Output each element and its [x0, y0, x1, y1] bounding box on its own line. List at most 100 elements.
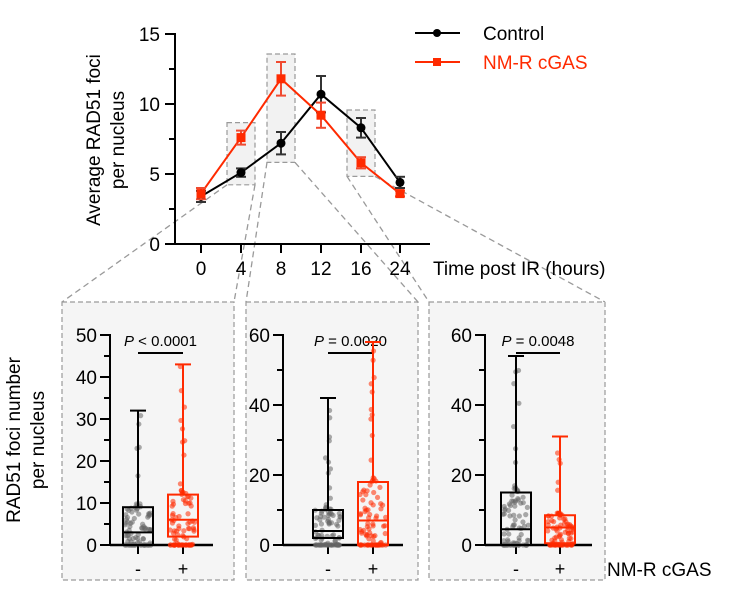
y-tick-label: 30 — [76, 410, 97, 431]
data-point — [185, 525, 192, 532]
y-tick-label: 0 — [259, 536, 270, 557]
y-tick-label: 20 — [451, 466, 472, 487]
y-tick-label: 15 — [139, 25, 160, 46]
data-point — [374, 494, 381, 501]
y-tick-label: 20 — [249, 466, 270, 487]
y-tick-label: 0 — [149, 235, 160, 256]
data-point — [276, 74, 286, 84]
data-point — [501, 538, 507, 544]
data-point — [170, 501, 177, 507]
top-x-label: Time post IR (hours) — [433, 259, 605, 280]
y-tick-label: 10 — [139, 95, 160, 116]
box-panel-4h: 0 10 20 30 40 50 - + P < 0.0001 — [61, 301, 235, 581]
data-point — [501, 503, 507, 510]
p-value-label: P = 0.0048 — [502, 333, 575, 350]
data-point — [318, 510, 325, 516]
data-point — [383, 514, 389, 520]
data-point — [515, 495, 521, 502]
data-point — [516, 513, 522, 519]
line-chart: 0 5 10 15 0 4 8 12 16 24 — [139, 25, 430, 280]
data-point — [138, 413, 144, 419]
data-point — [509, 492, 515, 498]
data-point — [377, 484, 383, 490]
data-point — [319, 542, 325, 548]
y-tick-label: 0 — [86, 536, 97, 557]
data-point — [314, 515, 320, 521]
data-point — [176, 513, 182, 520]
x-tick-label: 4 — [236, 259, 247, 280]
data-point — [512, 503, 518, 509]
box-panels: 0 10 20 30 40 50 - + P < 0.0001 0 20 40 60 - + P = 0.00… — [61, 301, 606, 581]
data-point — [370, 533, 377, 540]
data-point — [366, 536, 372, 542]
data-point — [332, 538, 338, 544]
data-point — [554, 528, 560, 534]
data-point — [322, 455, 329, 461]
data-point — [512, 517, 518, 523]
data-point — [313, 542, 319, 548]
data-point — [380, 502, 386, 508]
legend-marker-nmr — [433, 58, 441, 66]
data-point — [126, 535, 132, 542]
box-control — [500, 355, 532, 548]
y-tick-label: 20 — [76, 452, 97, 473]
data-point — [196, 189, 206, 199]
connector-line — [374, 175, 606, 303]
y-tick-label: 40 — [76, 368, 97, 389]
connector-line — [61, 184, 228, 303]
data-point — [362, 505, 368, 511]
y-tick-label: 50 — [76, 326, 97, 347]
data-point — [177, 481, 184, 487]
connector-line — [245, 162, 268, 303]
top-y-label-2: per nucleus — [108, 91, 129, 189]
data-point — [370, 538, 376, 544]
data-point — [359, 529, 365, 535]
box-y-label-1: RAD51 foci number — [4, 356, 25, 522]
data-point — [185, 511, 191, 517]
data-point — [518, 531, 524, 538]
data-point — [516, 400, 522, 406]
data-point — [128, 520, 134, 526]
data-point — [554, 450, 561, 456]
data-point — [336, 517, 342, 523]
box-y-label-2: per nucleus — [28, 391, 49, 489]
y-tick-label: 5 — [149, 165, 160, 186]
data-point — [141, 523, 147, 530]
data-point — [357, 511, 364, 517]
data-point — [146, 511, 152, 517]
x-tick-label: 0 — [196, 259, 207, 280]
data-point — [515, 367, 522, 374]
data-point — [327, 466, 334, 472]
data-point — [523, 512, 529, 518]
data-point — [171, 528, 178, 534]
legend-marker-control — [433, 29, 441, 37]
data-point — [502, 507, 508, 513]
data-point — [181, 528, 187, 534]
data-point — [190, 525, 197, 531]
data-point — [327, 495, 333, 501]
box-panel-16h: 0 20 40 60 - + P = 0.0048 — [428, 301, 606, 581]
x-tick-label: - — [513, 559, 519, 579]
data-point — [329, 542, 335, 548]
data-point — [130, 535, 136, 542]
x-tick-label: - — [135, 559, 141, 579]
data-point — [356, 158, 366, 168]
data-point — [552, 535, 558, 541]
data-point — [520, 519, 526, 525]
data-point — [510, 498, 516, 504]
data-point — [521, 523, 527, 529]
data-point — [395, 189, 405, 199]
data-point — [556, 533, 562, 540]
y-tick-label: 10 — [76, 494, 97, 515]
x-tick-label: 8 — [276, 259, 287, 280]
data-point — [171, 536, 178, 542]
data-point — [140, 536, 146, 542]
data-point — [328, 511, 335, 517]
data-point — [380, 523, 387, 529]
y-tick-label: 0 — [461, 536, 472, 557]
connector-line — [294, 161, 419, 303]
data-point — [136, 511, 142, 517]
box-nmr-cgas — [357, 341, 389, 548]
panel-frame — [61, 301, 235, 581]
